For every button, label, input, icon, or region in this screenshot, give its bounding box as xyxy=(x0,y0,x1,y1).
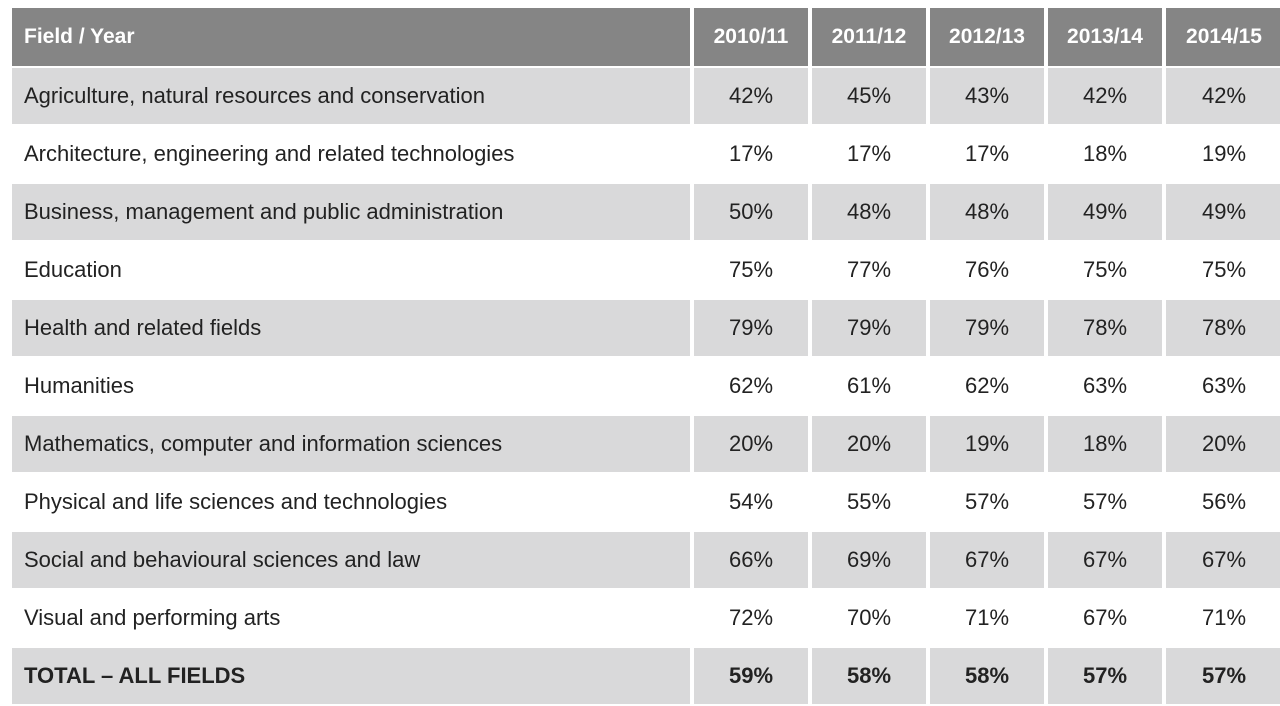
value-cell: 78% xyxy=(1048,300,1162,356)
value-cell: 66% xyxy=(694,532,808,588)
field-cell: Humanities xyxy=(24,373,135,398)
value-cell: 78% xyxy=(1166,300,1280,356)
value-cell: 20% xyxy=(694,416,808,472)
value-cell: 62% xyxy=(964,373,1010,398)
value-cell: 61% xyxy=(846,373,892,398)
header-cell: 2010/11 xyxy=(694,8,808,66)
value-cell: 67% xyxy=(1166,532,1280,588)
value-cell: 19% xyxy=(930,416,1044,472)
field-cell: Agriculture, natural resources and conse… xyxy=(12,68,690,124)
value-cell: 58% xyxy=(930,648,1044,704)
value-cell: 67% xyxy=(930,532,1044,588)
value-cell: 42% xyxy=(1048,68,1162,124)
value-cell: 42% xyxy=(694,68,808,124)
value-cell: 69% xyxy=(812,532,926,588)
value-cell: 18% xyxy=(1082,141,1128,166)
value-cell: 70% xyxy=(846,605,892,630)
header-cell: 2014/15 xyxy=(1166,8,1280,66)
value-cell: 19% xyxy=(1201,141,1247,166)
value-cell: 62% xyxy=(728,373,774,398)
value-cell: 79% xyxy=(930,300,1044,356)
value-cell: 17% xyxy=(964,141,1010,166)
value-cell: 57% xyxy=(1166,648,1280,704)
field-cell: Health and related fields xyxy=(12,300,690,356)
field-cell: Education xyxy=(24,257,122,282)
header-cell: 2011/12 xyxy=(812,8,926,66)
value-cell: 20% xyxy=(812,416,926,472)
value-cell: 50% xyxy=(694,184,808,240)
value-cell: 58% xyxy=(812,648,926,704)
value-cell: 63% xyxy=(1082,373,1128,398)
value-cell: 49% xyxy=(1048,184,1162,240)
value-cell: 59% xyxy=(694,648,808,704)
value-cell: 67% xyxy=(1048,532,1162,588)
header-cell: Field / Year xyxy=(12,8,690,66)
value-cell: 79% xyxy=(812,300,926,356)
field-cell: Business, management and public administ… xyxy=(12,184,690,240)
value-cell: 56% xyxy=(1201,489,1247,514)
value-cell: 72% xyxy=(728,605,774,630)
value-cell: 18% xyxy=(1048,416,1162,472)
header-cell: 2013/14 xyxy=(1048,8,1162,66)
value-cell: 77% xyxy=(846,257,892,282)
value-cell: 76% xyxy=(964,257,1010,282)
field-cell: Architecture, engineering and related te… xyxy=(24,141,515,166)
header-cell: 2012/13 xyxy=(930,8,1044,66)
value-cell: 43% xyxy=(930,68,1044,124)
value-cell: 55% xyxy=(846,489,892,514)
value-cell: 71% xyxy=(964,605,1010,630)
value-cell: 75% xyxy=(1201,257,1247,282)
value-cell: 67% xyxy=(1082,605,1128,630)
value-cell: 45% xyxy=(812,68,926,124)
field-cell: Mathematics, computer and information sc… xyxy=(12,416,690,472)
field-cell: Physical and life sciences and technolog… xyxy=(24,489,448,514)
value-cell: 79% xyxy=(694,300,808,356)
value-cell: 17% xyxy=(728,141,774,166)
value-cell: 49% xyxy=(1166,184,1280,240)
value-cell: 48% xyxy=(812,184,926,240)
value-cell: 48% xyxy=(930,184,1044,240)
field-cell: Social and behavioural sciences and law xyxy=(12,532,690,588)
value-cell: 57% xyxy=(964,489,1010,514)
value-cell: 20% xyxy=(1166,416,1280,472)
field-cell: Visual and performing arts xyxy=(24,605,281,630)
value-cell: 42% xyxy=(1166,68,1280,124)
value-cell: 57% xyxy=(1082,489,1128,514)
value-cell: 71% xyxy=(1201,605,1247,630)
field-cell: TOTAL – ALL FIELDS xyxy=(12,648,690,704)
value-cell: 75% xyxy=(728,257,774,282)
value-cell: 57% xyxy=(1048,648,1162,704)
value-cell: 75% xyxy=(1082,257,1128,282)
value-cell: 54% xyxy=(728,489,774,514)
value-cell: 17% xyxy=(846,141,892,166)
value-cell: 63% xyxy=(1201,373,1247,398)
